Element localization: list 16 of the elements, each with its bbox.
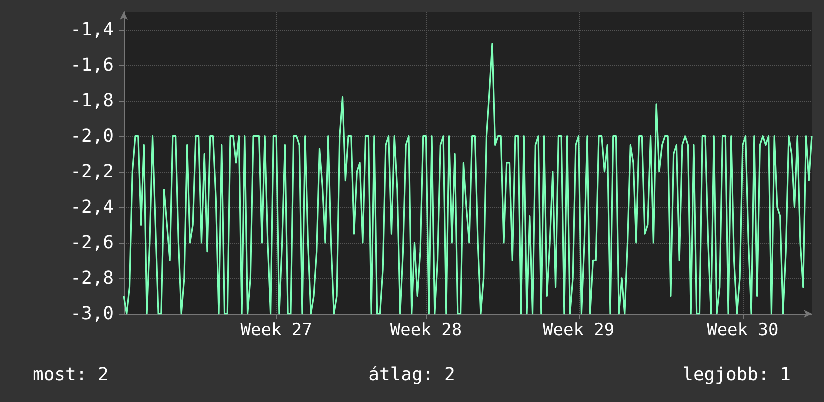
text: most: 2 (33, 364, 109, 386)
y-tick-label: -1,8 (70, 90, 114, 112)
y-tick-label: -3,0 (70, 304, 114, 324)
y-tick-label: -2,6 (70, 232, 114, 254)
y-tick-label: -2,4 (70, 196, 114, 218)
y-tick-label: -1,4 (70, 19, 114, 40)
y-tick-label: -2,8 (70, 268, 114, 289)
text: legjobb: 1 (682, 364, 791, 386)
x-tick-label: Week 29 (543, 320, 615, 340)
x-tick-label: Week 30 (707, 320, 779, 340)
x-tick-label: Week 27 (240, 320, 312, 340)
y-tick-label: -1,6 (70, 54, 114, 76)
text: átlag: 2 (368, 364, 456, 386)
y-tick-label: -2,2 (70, 161, 114, 182)
y-tick-label: -2,0 (70, 126, 114, 147)
x-tick-label: Week 28 (390, 320, 462, 340)
